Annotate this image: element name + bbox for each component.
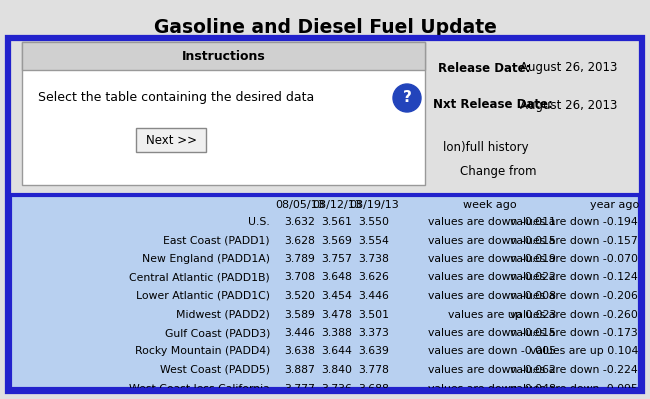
Text: 3.708: 3.708 — [285, 273, 315, 282]
Text: 3.554: 3.554 — [359, 235, 389, 245]
Text: 3.757: 3.757 — [322, 254, 352, 264]
Text: Instructions: Instructions — [181, 49, 265, 63]
Text: 08/12/13: 08/12/13 — [312, 200, 362, 210]
Text: values are down -0.015: values are down -0.015 — [428, 328, 556, 338]
Text: 3.628: 3.628 — [285, 235, 315, 245]
Text: 3.454: 3.454 — [322, 291, 352, 301]
Text: 3.736: 3.736 — [322, 383, 352, 393]
Text: 3.501: 3.501 — [359, 310, 389, 320]
Text: values are down -0.011: values are down -0.011 — [428, 217, 556, 227]
Text: 3.688: 3.688 — [359, 383, 389, 393]
Bar — [22, 42, 425, 70]
Text: 3.789: 3.789 — [285, 254, 315, 264]
Text: values are down -0.173: values are down -0.173 — [510, 328, 638, 338]
Text: values are down -0.048: values are down -0.048 — [428, 383, 556, 393]
Text: Lower Atlantic (PADD1C): Lower Atlantic (PADD1C) — [136, 291, 270, 301]
Text: U.S.: U.S. — [248, 217, 270, 227]
Text: values are down -0.095: values are down -0.095 — [510, 383, 638, 393]
Text: Gasoline and Diesel Fuel Update: Gasoline and Diesel Fuel Update — [153, 18, 497, 37]
Bar — [10, 195, 640, 389]
Bar — [8, 38, 642, 391]
Text: Central Atlantic (PADD1B): Central Atlantic (PADD1B) — [129, 273, 270, 282]
Text: values are down -0.224: values are down -0.224 — [510, 365, 638, 375]
Text: August 26, 2013: August 26, 2013 — [520, 99, 618, 111]
Text: 3.738: 3.738 — [359, 254, 389, 264]
Text: values are down -0.124: values are down -0.124 — [510, 273, 638, 282]
Text: 3.777: 3.777 — [285, 383, 315, 393]
Text: 3.632: 3.632 — [285, 217, 315, 227]
Text: Select the table containing the desired data: Select the table containing the desired … — [38, 91, 314, 105]
Text: New England (PADD1A): New England (PADD1A) — [142, 254, 270, 264]
Text: 3.478: 3.478 — [322, 310, 352, 320]
Text: 3.840: 3.840 — [322, 365, 352, 375]
Text: Rocky Mountain (PADD4): Rocky Mountain (PADD4) — [135, 346, 270, 356]
Text: values are down -0.019: values are down -0.019 — [428, 254, 556, 264]
Text: year ago: year ago — [590, 200, 640, 210]
Text: West Coast (PADD5): West Coast (PADD5) — [160, 365, 270, 375]
Text: 3.446: 3.446 — [359, 291, 389, 301]
Text: 3.778: 3.778 — [359, 365, 389, 375]
Text: 3.373: 3.373 — [359, 328, 389, 338]
Text: 3.561: 3.561 — [322, 217, 352, 227]
Text: 3.446: 3.446 — [285, 328, 315, 338]
Text: Change from: Change from — [460, 166, 536, 178]
Text: 08/19/13: 08/19/13 — [349, 200, 399, 210]
Text: 3.569: 3.569 — [322, 235, 352, 245]
Text: Midwest (PADD2): Midwest (PADD2) — [176, 310, 270, 320]
Text: week ago: week ago — [463, 200, 517, 210]
Text: values are up 0.104: values are up 0.104 — [530, 346, 638, 356]
Text: ?: ? — [402, 91, 411, 105]
Text: values are down -0.194: values are down -0.194 — [510, 217, 638, 227]
Text: values are up 0.023: values are up 0.023 — [448, 310, 556, 320]
Bar — [136, 128, 206, 152]
Text: Next >>: Next >> — [146, 134, 196, 146]
Text: 3.589: 3.589 — [285, 310, 315, 320]
Text: lon)full history: lon)full history — [443, 142, 528, 154]
Text: East Coast (PADD1): East Coast (PADD1) — [163, 235, 270, 245]
Text: 3.644: 3.644 — [322, 346, 352, 356]
Text: values are down -0.157: values are down -0.157 — [510, 235, 638, 245]
Text: Nxt Release Date:: Nxt Release Date: — [433, 99, 553, 111]
Text: 3.626: 3.626 — [359, 273, 389, 282]
Text: 08/05/13: 08/05/13 — [275, 200, 325, 210]
Text: values are down -0.015: values are down -0.015 — [428, 235, 556, 245]
Circle shape — [393, 84, 421, 112]
Text: 3.550: 3.550 — [359, 217, 389, 227]
Text: values are down -0.062: values are down -0.062 — [428, 365, 556, 375]
Bar — [22, 42, 425, 185]
Text: 3.648: 3.648 — [322, 273, 352, 282]
Text: Gulf Coast (PADD3): Gulf Coast (PADD3) — [164, 328, 270, 338]
Text: values are down -0.070: values are down -0.070 — [510, 254, 638, 264]
Text: 3.520: 3.520 — [285, 291, 315, 301]
Text: 3.388: 3.388 — [322, 328, 352, 338]
Text: 3.887: 3.887 — [285, 365, 315, 375]
Text: West Coast less California: West Coast less California — [129, 383, 270, 393]
Text: 3.638: 3.638 — [285, 346, 315, 356]
Text: 3.639: 3.639 — [359, 346, 389, 356]
Text: values are down -0.005: values are down -0.005 — [428, 346, 556, 356]
Text: Release Date:: Release Date: — [438, 61, 530, 75]
Text: values are down -0.206: values are down -0.206 — [510, 291, 638, 301]
Text: values are down -0.022: values are down -0.022 — [428, 273, 556, 282]
Text: values are down -0.260: values are down -0.260 — [510, 310, 638, 320]
Text: values are down -0.008: values are down -0.008 — [428, 291, 556, 301]
Text: August 26, 2013: August 26, 2013 — [520, 61, 618, 75]
Bar — [10, 195, 640, 389]
